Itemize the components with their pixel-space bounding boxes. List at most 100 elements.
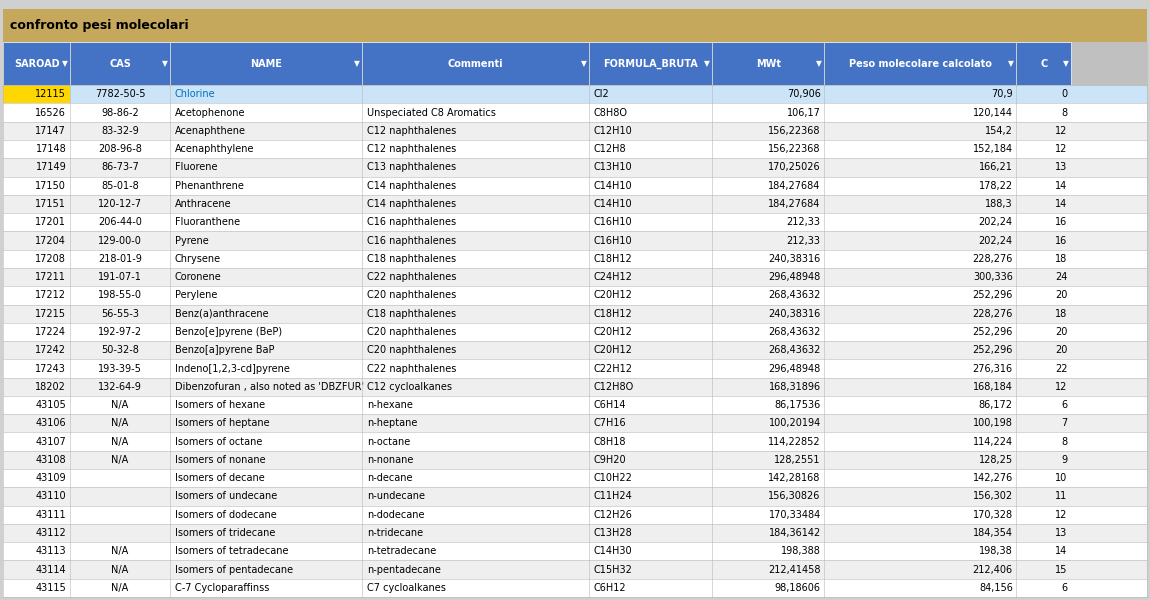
Bar	[3, 158, 1147, 176]
Text: C18H12: C18H12	[593, 254, 632, 264]
Text: 296,48948: 296,48948	[768, 272, 821, 282]
Text: 86,172: 86,172	[979, 400, 1013, 410]
Text: 85-01-8: 85-01-8	[101, 181, 139, 191]
Text: 17211: 17211	[36, 272, 67, 282]
Text: 12: 12	[1056, 382, 1067, 392]
Text: 17212: 17212	[36, 290, 67, 301]
Text: 17148: 17148	[36, 144, 67, 154]
Bar	[3, 305, 1147, 323]
Text: 56-55-3: 56-55-3	[101, 308, 139, 319]
Text: 16526: 16526	[36, 107, 67, 118]
Text: C13H10: C13H10	[593, 163, 632, 172]
Bar	[3, 122, 1147, 140]
Text: C12H10: C12H10	[593, 126, 632, 136]
Text: C18H12: C18H12	[593, 308, 632, 319]
Text: 268,43632: 268,43632	[768, 327, 821, 337]
Text: Anthracene: Anthracene	[175, 199, 231, 209]
Text: C15H32: C15H32	[593, 565, 632, 575]
Text: 17243: 17243	[36, 364, 67, 374]
Text: n-tridecane: n-tridecane	[367, 528, 423, 538]
Text: 184,27684: 184,27684	[768, 181, 821, 191]
Text: 212,406: 212,406	[973, 565, 1013, 575]
Text: 12: 12	[1056, 510, 1067, 520]
Text: 83-32-9: 83-32-9	[101, 126, 139, 136]
Text: C12 naphthalenes: C12 naphthalenes	[367, 126, 457, 136]
Text: 184,36142: 184,36142	[768, 528, 821, 538]
Bar	[589, 42, 712, 85]
Text: 184,27684: 184,27684	[768, 199, 821, 209]
Text: C14 naphthalenes: C14 naphthalenes	[367, 181, 457, 191]
Text: 168,184: 168,184	[973, 382, 1013, 392]
Text: Unspeciated C8 Aromatics: Unspeciated C8 Aromatics	[367, 107, 496, 118]
Text: 12: 12	[1056, 144, 1067, 154]
Bar	[1017, 42, 1071, 85]
Text: 22: 22	[1056, 364, 1067, 374]
Text: 18: 18	[1056, 254, 1067, 264]
Text: MWt: MWt	[756, 59, 781, 68]
Text: n-hexane: n-hexane	[367, 400, 413, 410]
Text: C20 naphthalenes: C20 naphthalenes	[367, 345, 457, 355]
Text: 198-55-0: 198-55-0	[98, 290, 143, 301]
Text: C13H28: C13H28	[593, 528, 632, 538]
Text: Phenanthrene: Phenanthrene	[175, 181, 244, 191]
Bar	[3, 433, 1147, 451]
Text: N/A: N/A	[112, 565, 129, 575]
Text: C14H10: C14H10	[593, 199, 632, 209]
Text: Isomers of nonane: Isomers of nonane	[175, 455, 266, 465]
Text: n-undecane: n-undecane	[367, 491, 426, 502]
Text: 12: 12	[1056, 126, 1067, 136]
Text: C20H12: C20H12	[593, 290, 632, 301]
Text: Isomers of hexane: Isomers of hexane	[175, 400, 264, 410]
Text: ▼: ▼	[1063, 59, 1068, 68]
Bar	[712, 42, 825, 85]
Text: C12H26: C12H26	[593, 510, 632, 520]
Text: ▼: ▼	[581, 59, 586, 68]
Bar	[3, 9, 1147, 42]
Text: C7H16: C7H16	[593, 418, 626, 428]
Text: 212,33: 212,33	[787, 217, 821, 227]
Bar	[3, 396, 1147, 414]
Text: 43115: 43115	[36, 583, 67, 593]
Bar	[3, 377, 1147, 396]
Text: 17215: 17215	[36, 308, 67, 319]
Text: C20H12: C20H12	[593, 345, 632, 355]
Text: Cl2: Cl2	[593, 89, 610, 100]
Bar	[3, 451, 1147, 469]
Text: Indeno[1,2,3-cd]pyrene: Indeno[1,2,3-cd]pyrene	[175, 364, 290, 374]
Text: C12 cycloalkanes: C12 cycloalkanes	[367, 382, 452, 392]
Text: Benzo[a]pyrene BaP: Benzo[a]pyrene BaP	[175, 345, 275, 355]
Text: 43113: 43113	[36, 547, 67, 556]
Text: C6H12: C6H12	[593, 583, 626, 593]
Text: 206-44-0: 206-44-0	[98, 217, 141, 227]
Text: 228,276: 228,276	[973, 254, 1013, 264]
Text: C12H8O: C12H8O	[593, 382, 634, 392]
Bar	[3, 140, 1147, 158]
Text: 168,31896: 168,31896	[768, 382, 821, 392]
Text: 252,296: 252,296	[973, 327, 1013, 337]
Text: C22 naphthalenes: C22 naphthalenes	[367, 364, 457, 374]
Text: Peso molecolare calcolato: Peso molecolare calcolato	[849, 59, 991, 68]
Text: n-pentadecane: n-pentadecane	[367, 565, 440, 575]
Bar	[3, 85, 70, 103]
Text: C12 naphthalenes: C12 naphthalenes	[367, 144, 457, 154]
Text: 6: 6	[1061, 583, 1067, 593]
Bar	[3, 506, 1147, 524]
Bar	[3, 524, 1147, 542]
Text: n-decane: n-decane	[367, 473, 413, 483]
Text: 12115: 12115	[36, 89, 67, 100]
Text: Isomers of pentadecane: Isomers of pentadecane	[175, 565, 293, 575]
Text: 154,2: 154,2	[984, 126, 1013, 136]
Bar	[3, 103, 1147, 122]
Text: 100,20194: 100,20194	[768, 418, 821, 428]
Bar	[3, 268, 1147, 286]
Text: 17147: 17147	[36, 126, 67, 136]
Text: 268,43632: 268,43632	[768, 345, 821, 355]
Text: 18202: 18202	[36, 382, 67, 392]
Text: 170,328: 170,328	[973, 510, 1013, 520]
Text: 191-07-1: 191-07-1	[98, 272, 141, 282]
Text: Fluorene: Fluorene	[175, 163, 217, 172]
Text: C18 naphthalenes: C18 naphthalenes	[367, 254, 457, 264]
Text: 296,48948: 296,48948	[768, 364, 821, 374]
Text: Commenti: Commenti	[447, 59, 504, 68]
Text: 268,43632: 268,43632	[768, 290, 821, 301]
